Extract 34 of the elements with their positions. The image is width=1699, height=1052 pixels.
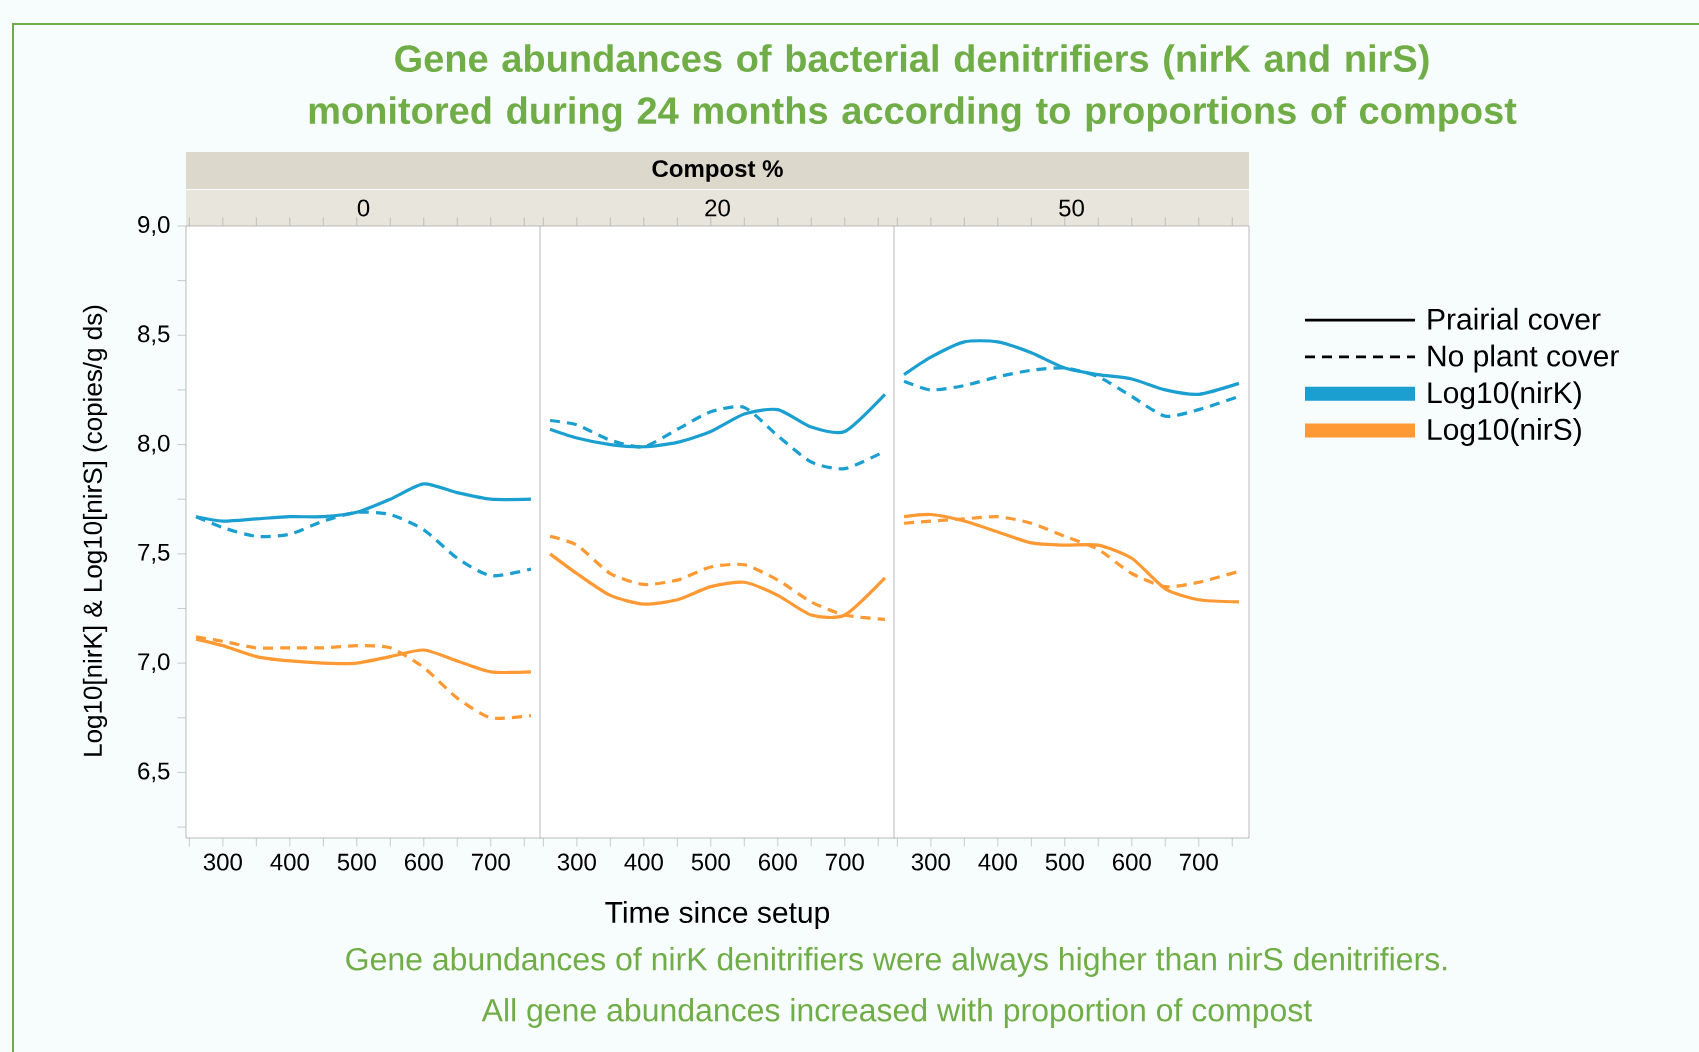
chart-title: 0	[357, 199, 370, 217]
x-tick-label: 600	[758, 853, 797, 871]
x-tick-label: 500	[337, 853, 376, 871]
text: All gene abundances increased with proportion of compost	[481, 998, 1312, 1028]
y-tick-label: 8,0	[138, 434, 170, 455]
text: Prairial cover	[1428, 307, 1601, 330]
chart-title: 50	[1059, 199, 1084, 217]
y-tick-label: 9,0	[138, 216, 170, 236]
chart-title: 20	[705, 199, 730, 217]
y-tick-label: 6,5	[138, 762, 170, 783]
x-tick-label: 600	[404, 853, 443, 871]
x-tick-label: 400	[978, 853, 1017, 871]
x-tick-label: 300	[203, 853, 242, 871]
x-tick-label: 300	[911, 853, 950, 871]
x-tick-label: 400	[270, 853, 309, 871]
x-tick-label: 600	[1112, 853, 1151, 871]
y-tick-label: 7,5	[138, 544, 170, 564]
x-tick-label: 700	[471, 853, 510, 871]
text: No plant cover	[1428, 344, 1619, 373]
y-tick-label: 8,5	[138, 325, 170, 346]
x-tick-label: 500	[691, 853, 730, 871]
y-tick-label: 7,0	[138, 653, 170, 674]
x-axis-title: Time since setup	[605, 901, 830, 929]
chart-subtitle: Compost %	[652, 160, 783, 182]
x-tick-label: 400	[624, 853, 663, 871]
text: Gene abundances of bacterial denitrifiers (nirK and nirS) monitored during 24 months according to proportions of compost	[309, 44, 1517, 132]
text: Gene abundances of nirK denitrifiers were always higher than nirS denitrifiers.	[346, 947, 1447, 977]
x-tick-label: 300	[557, 853, 596, 871]
x-tick-label: 700	[1179, 853, 1218, 871]
x-tick-label: 700	[825, 853, 864, 871]
x-tick-label: 500	[1045, 853, 1084, 871]
text: Log10(nirK)	[1428, 381, 1581, 410]
text: Log10(nirS)	[1428, 418, 1581, 446]
y-axis-title: Log10[nirK] & Log10[nirS] (copies/g ds)	[82, 305, 108, 756]
